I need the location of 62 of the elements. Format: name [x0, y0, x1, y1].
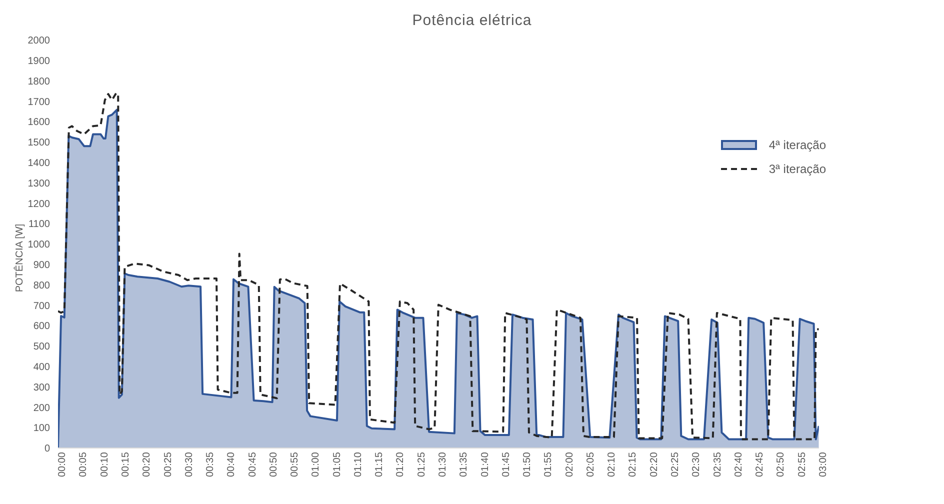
x-tick-label: 02:20	[648, 452, 660, 478]
y-tick-label: 900	[33, 260, 50, 271]
x-tick-label: 00:05	[78, 452, 90, 478]
y-tick-label: 1800	[28, 76, 50, 88]
legend-label: 4ª iteração	[768, 138, 826, 152]
y-axis-title: POTÊNCIA [W]	[14, 224, 26, 292]
y-tick-label: 400	[33, 362, 50, 373]
x-tick-label: 00:55	[290, 452, 301, 478]
x-tick-label: 02:15	[628, 452, 639, 478]
x-tick-label: 00:15	[120, 452, 132, 478]
x-tick-label: 03:00	[818, 452, 829, 478]
x-tick-label: 01:55	[543, 452, 554, 478]
x-tick-label: 02:30	[691, 452, 702, 478]
y-tick-label: 300	[33, 382, 50, 394]
x-tick-label: 01:50	[522, 452, 534, 478]
x-tick-label: 02:45	[754, 452, 766, 478]
x-tick-label: 02:05	[585, 452, 596, 478]
x-tick-label: 01:20	[395, 452, 406, 478]
x-tick-label: 00:20	[142, 452, 153, 478]
x-tick-label: 02:25	[670, 452, 682, 478]
y-tick-label: 1100	[28, 219, 50, 230]
x-tick-label: 00:35	[205, 452, 216, 478]
x-tick-label: 02:40	[733, 452, 744, 478]
y-tick-label: 1700	[28, 96, 50, 108]
x-tick-label: 00:00	[57, 452, 68, 478]
x-tick-label: 01:30	[438, 452, 449, 478]
x-tick-label: 01:40	[480, 452, 491, 478]
y-tick-label: 1400	[28, 158, 50, 169]
y-tick-label: 1000	[28, 240, 50, 251]
x-tick-label: 02:00	[564, 452, 576, 478]
x-tick-label: 00:40	[226, 452, 238, 478]
y-tick-label: 1500	[28, 138, 50, 149]
y-tick-label: 800	[33, 280, 50, 292]
x-tick-label: 00:30	[184, 452, 195, 478]
y-tick-label: 600	[33, 321, 50, 332]
x-tick-label: 01:45	[500, 452, 512, 478]
chart-title: Potência elétrica	[411, 12, 533, 29]
y-tick-label: 700	[33, 300, 50, 312]
x-tick-label: 01:25	[416, 452, 428, 478]
y-tick-label: 1300	[28, 178, 50, 190]
y-tick-label: 1900	[28, 56, 50, 67]
y-tick-label: 100	[33, 423, 50, 434]
x-tick-label: 00:10	[99, 452, 110, 478]
x-tick-label: 01:35	[458, 452, 470, 478]
x-tick-label: 00:25	[162, 452, 174, 478]
x-tick-label: 00:50	[268, 452, 280, 478]
x-tick-label: 02:50	[776, 452, 787, 478]
x-tick-label: 01:15	[374, 452, 386, 478]
y-tick-label: 0	[44, 444, 50, 455]
y-tick-label: 200	[33, 402, 50, 414]
x-tick-label: 01:05	[332, 452, 343, 478]
x-tick-label: 01:10	[353, 452, 364, 478]
y-tick-label: 1600	[28, 117, 50, 128]
x-tick-label: 02:35	[712, 452, 724, 478]
x-tick-label: 02:55	[796, 452, 808, 478]
x-tick-label: 01:00	[310, 452, 322, 478]
y-tick-label: 2000	[28, 36, 50, 47]
x-tick-label: 00:45	[247, 452, 258, 478]
y-tick-label: 1200	[28, 198, 50, 210]
x-tick-label: 02:10	[606, 452, 618, 478]
y-tick-label: 500	[33, 342, 50, 353]
legend-label: 3ª iteração	[768, 162, 826, 176]
